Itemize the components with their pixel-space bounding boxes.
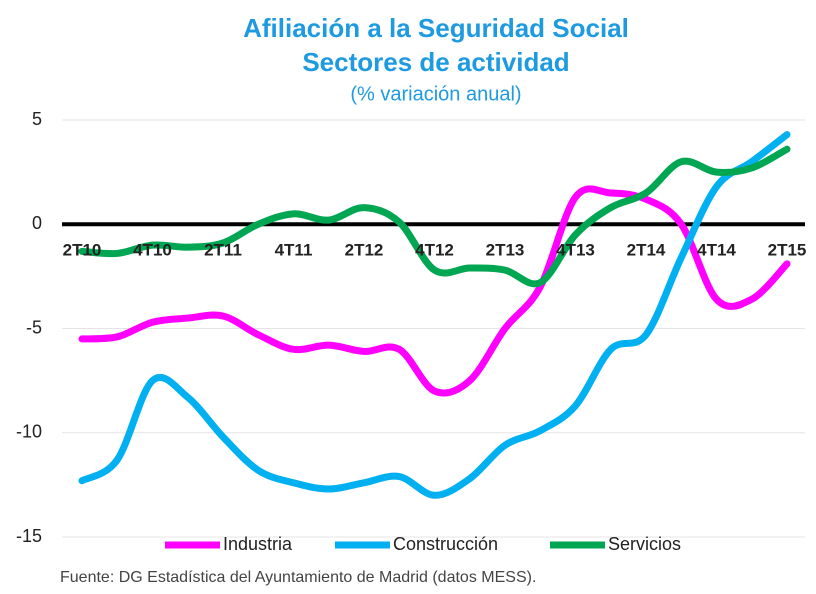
y-tick-label: -10 [16, 422, 42, 442]
y-tick-label: 5 [32, 109, 42, 129]
chart-title: Sectores de actividad [302, 47, 569, 77]
y-tick-label: 0 [32, 213, 42, 233]
chart-title: Afiliación a la Seguridad Social [243, 13, 629, 43]
x-tick-label: 4T11 [275, 241, 313, 260]
series-line [78, 131, 791, 499]
source-note: Fuente: DG Estadística del Ayuntamiento … [60, 569, 536, 586]
series-line [78, 145, 791, 288]
x-tick-label: 2T15 [768, 241, 807, 260]
x-tick-label: 4T10 [133, 241, 172, 260]
x-tick-label: 2T11 [204, 241, 242, 260]
x-tick-label: 2T13 [486, 241, 525, 260]
series-line [78, 185, 791, 397]
legend-label: Servicios [608, 534, 681, 554]
y-tick-label: -15 [16, 526, 42, 546]
chart-subtitle: (% variación anual) [350, 83, 521, 105]
legend-label: Industria [223, 534, 293, 554]
x-tick-label: 2T14 [627, 241, 666, 260]
x-tick-label: 2T10 [63, 241, 102, 260]
y-tick-label: -5 [26, 317, 42, 337]
x-tick-label: 4T12 [415, 241, 454, 260]
legend-label: Construcción [393, 534, 498, 554]
x-tick-label: 4T13 [556, 241, 595, 260]
x-tick-label: 4T14 [697, 241, 736, 260]
x-tick-label: 2T12 [345, 241, 384, 260]
